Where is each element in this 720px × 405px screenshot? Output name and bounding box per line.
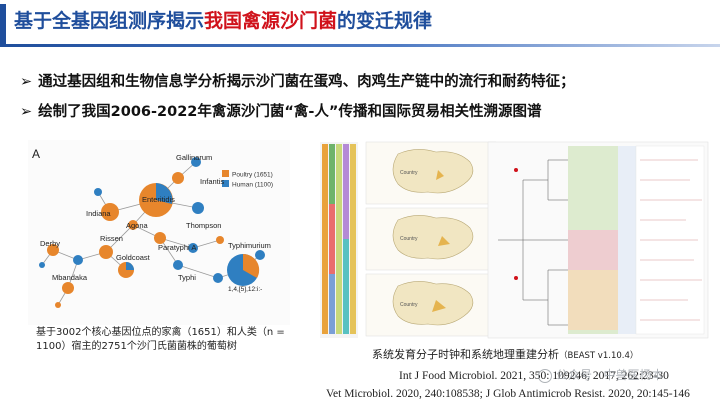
figure-panel-label: A — [32, 147, 40, 161]
bullet-arrow-icon: ➢ — [20, 104, 33, 120]
right-caption-main: 系统发育分子时钟和系统地理重建分析 — [372, 348, 559, 361]
map-label: Country — [400, 236, 418, 242]
serovar-label: Mbandaka — [52, 273, 88, 282]
bullet-arrow-icon: ➢ — [20, 74, 33, 90]
title-highlight: 我国禽源沙门菌 — [204, 10, 338, 32]
map-panels: Country Country Country — [365, 141, 497, 337]
legend-swatch-human — [222, 180, 229, 187]
bullet-2-text: 绘制了我国2006-2022年禽源沙门菌“禽-人”传播和国际贸易相关性溯源图谱 — [38, 104, 542, 120]
serovar-labels: Gallinarum Infantis Enteritidis Indiana … — [40, 153, 271, 293]
legend-swatch-poultry — [222, 170, 229, 177]
serovar-label: Indiana — [86, 209, 111, 218]
serovar-label: Typhimurium — [228, 241, 271, 250]
left-figure-caption: 基于3002个核心基因位点的家禽（1651）和人类（n = 1100）宿主的27… — [36, 327, 285, 352]
title-underline — [0, 44, 720, 47]
legend-label-human: Human (1100) — [232, 182, 273, 189]
serovar-label: Infantis — [200, 177, 224, 186]
serovar-label: Typhi — [178, 273, 196, 282]
serovar-label: 1,4,[5],12:i:- — [228, 286, 262, 293]
map-label: Country — [400, 302, 418, 308]
figure-legend: Poultry (1651) Human (1100) — [222, 170, 273, 189]
reference-1: Int J Food Microbiol. 2021, 350: 109246;… — [399, 370, 669, 382]
title-prefix: 基于全基因组测序揭示 — [14, 10, 205, 32]
reference-2: Vet Microbiol. 2020, 240:108538; J Glob … — [326, 388, 690, 400]
serovar-label: Goldcoast — [116, 253, 151, 262]
right-figure-caption: 系统发育分子时钟和系统地理重建分析（BEAST v1.10.4） — [372, 346, 638, 362]
right-caption-software: （BEAST v1.10.4） — [559, 351, 639, 361]
watermark-text: 公众号 · 中兽医杨本 — [556, 368, 664, 382]
serovar-label: Paratyphi A — [158, 243, 196, 252]
slide-title: 基于全基因组测序揭示我国禽源沙门菌的变迁规律 — [14, 6, 432, 33]
serovar-label: Agona — [126, 221, 149, 230]
minimum-spanning-tree-figure: A Poultry (1651) Human (1100) — [28, 140, 290, 325]
serovar-label: Gallinarum — [176, 153, 212, 162]
serovar-label: Rissen — [100, 234, 123, 243]
bullet-1-text: 通过基因组和生物信息学分析揭示沙门菌在蛋鸡、肉鸡生产链中的流行和耐药特征； — [38, 74, 575, 90]
bullet-1: ➢ 通过基因组和生物信息学分析揭示沙门菌在蛋鸡、肉鸡生产链中的流行和耐药特征； — [20, 70, 575, 91]
phylogeography-figure: Country Country Country — [318, 140, 710, 340]
title-bar: 基于全基因组测序揭示我国禽源沙门菌的变迁规律 — [0, 0, 720, 52]
legend-label-poultry: Poultry (1651) — [232, 172, 273, 179]
phylogenetic-tree-strip — [320, 142, 358, 338]
map-label: Country — [400, 170, 418, 176]
title-accent-bar — [0, 4, 6, 46]
watermark: 公众号 · 中兽医杨本 — [538, 366, 663, 383]
serovar-label: Thompson — [186, 221, 221, 230]
tree-nodes — [39, 157, 265, 308]
bullet-2: ➢ 绘制了我国2006-2022年禽源沙门菌“禽-人”传播和国际贸易相关性溯源图谱 — [20, 100, 541, 121]
serovar-label: Derby — [40, 239, 60, 248]
serovar-label: Enteritidis — [142, 195, 175, 204]
title-suffix: 的变迁规律 — [337, 10, 433, 32]
time-scaled-tree — [487, 141, 709, 339]
wechat-icon — [538, 368, 552, 383]
